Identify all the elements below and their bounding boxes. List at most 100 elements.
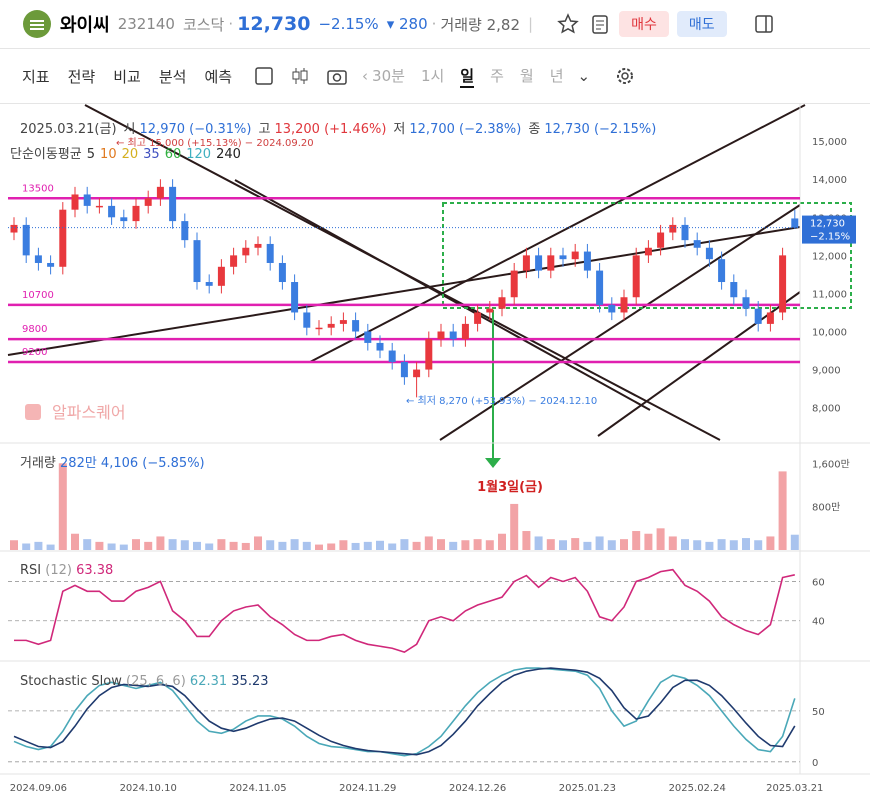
volume-bar xyxy=(58,463,67,550)
volume-bar xyxy=(339,540,348,550)
ma-period: 240 xyxy=(216,147,241,162)
info-value: 13,200 (+1.46%) xyxy=(274,122,387,137)
rect-tool[interactable] xyxy=(254,66,274,86)
stoch-title: Stochastic Slow xyxy=(20,674,122,689)
candle-body xyxy=(266,243,274,263)
candle-body xyxy=(425,339,433,370)
volume-bar xyxy=(363,541,372,550)
memo-icon[interactable] xyxy=(589,13,611,35)
y-tick-label: 0 xyxy=(812,758,818,769)
period[interactable]: 1시 xyxy=(420,66,445,85)
sell-button[interactable]: 매도 xyxy=(676,11,727,37)
candle-body xyxy=(156,186,164,199)
tool[interactable]: 예측 xyxy=(204,67,233,86)
x-tick-label: 2024.12.26 xyxy=(449,783,506,794)
ma-period: 35 xyxy=(143,147,160,162)
volume-bar xyxy=(22,543,31,550)
ma-period: 60 xyxy=(164,147,182,162)
tool[interactable]: 분석 xyxy=(158,67,187,86)
candle-body xyxy=(10,224,18,233)
candle-tool[interactable] xyxy=(290,66,310,86)
candle-body xyxy=(47,262,55,267)
trendline xyxy=(309,104,806,363)
volume-bar xyxy=(34,541,43,550)
period[interactable]: 월 xyxy=(519,66,534,85)
period-list: 30분 1시 일 주 월 년 xyxy=(372,65,564,88)
candle-body xyxy=(71,194,79,210)
candle-body xyxy=(254,243,262,248)
period[interactable]: 년 xyxy=(549,66,564,85)
volume-legend: 거래량 282만 4,106 (−5.85%) xyxy=(20,452,205,471)
volume-bar xyxy=(266,540,275,550)
separators xyxy=(0,103,870,775)
candle-body xyxy=(510,270,518,298)
volume-bar xyxy=(46,544,55,550)
candle-body xyxy=(303,312,311,328)
volume-bar xyxy=(10,540,18,550)
star-icon[interactable] xyxy=(557,13,579,35)
panel-icon[interactable] xyxy=(753,13,775,35)
period[interactable]: 30분 xyxy=(372,66,405,85)
y-tick-label: 1,600만 xyxy=(812,458,850,470)
high-annotation: ← 최고 15,000 (+15.13%) − 2024.09.20 xyxy=(116,137,314,149)
volume-bar xyxy=(742,538,750,550)
trendline xyxy=(597,291,801,437)
stoch-d-value: 35.23 xyxy=(231,674,269,689)
ma-period: 10 xyxy=(100,147,117,162)
volume: 거래량 2,82 xyxy=(440,15,521,34)
buy-button[interactable]: 매수 xyxy=(619,11,669,37)
volume-bar xyxy=(400,539,409,550)
watermark-icon xyxy=(25,404,41,420)
candle-body xyxy=(779,255,787,313)
info-label: 시 xyxy=(123,122,136,137)
candle-body xyxy=(132,205,140,222)
candle-body xyxy=(547,255,555,271)
tool[interactable]: 전략 xyxy=(67,67,96,86)
settings-icon[interactable] xyxy=(614,65,636,87)
stoch-legend: Stochastic Slow (25, 6, 6) 62.31 35.23 xyxy=(20,674,269,689)
tool[interactable]: 비교 xyxy=(113,67,141,86)
y-tick-label: 15,000 xyxy=(812,137,847,148)
y-tick-label: 10,000 xyxy=(812,328,847,339)
period[interactable]: 주 xyxy=(490,66,504,85)
series-line xyxy=(13,667,796,756)
low-annotation: ← 최저 8,270 (+53.93%) − 2024.12.10 xyxy=(406,395,597,407)
candle-body xyxy=(766,312,774,324)
candle-body xyxy=(242,247,250,256)
candle-body xyxy=(95,205,103,208)
volume-bar xyxy=(205,543,214,550)
trendline xyxy=(7,226,801,356)
candle-body xyxy=(596,270,604,305)
candle-body xyxy=(327,323,335,328)
rsi-params: (12) xyxy=(45,563,72,578)
candle-body xyxy=(193,240,201,283)
camera-tool[interactable] xyxy=(326,66,348,86)
candle-body xyxy=(144,198,152,206)
y-tick-label: 40 xyxy=(812,617,825,628)
volume-bar xyxy=(412,541,421,550)
candle-body xyxy=(449,331,457,340)
candle-body xyxy=(339,320,347,324)
candle-body xyxy=(120,217,128,222)
volume-bar xyxy=(766,536,775,550)
tool[interactable]: 지표 xyxy=(22,67,50,86)
volume-title: 거래량 xyxy=(20,456,56,471)
info-label: 종 xyxy=(528,122,541,137)
candle-body xyxy=(461,323,469,340)
highlight-box xyxy=(442,202,852,309)
candle-body xyxy=(376,342,384,351)
volume-bar xyxy=(510,503,519,550)
candle-body xyxy=(400,361,408,378)
info-value: 12,730 (−2.15%) xyxy=(544,122,657,137)
candle-body xyxy=(498,297,506,309)
volume-bar xyxy=(241,542,250,550)
period[interactable]: 일 xyxy=(460,65,475,88)
y-tick-label: 9,000 xyxy=(812,366,841,377)
candle-body xyxy=(657,232,665,248)
volume-bar xyxy=(595,536,604,550)
volume-bar xyxy=(632,531,641,550)
support-label: 10700 xyxy=(22,290,54,301)
volume-bar xyxy=(644,533,653,550)
market: 코스닥 xyxy=(182,15,225,34)
